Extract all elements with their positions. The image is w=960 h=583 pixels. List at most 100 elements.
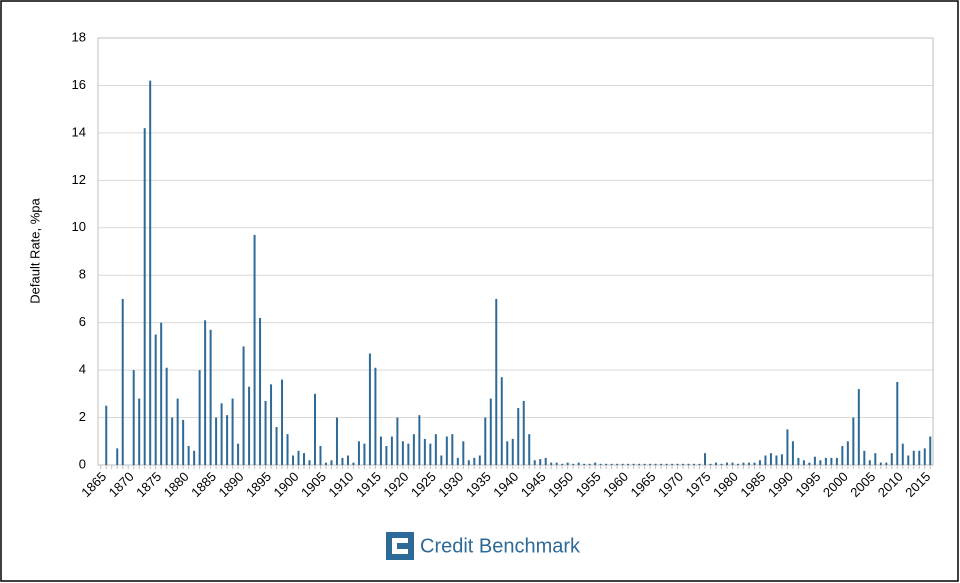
bar: [885, 462, 888, 465]
bar: [352, 462, 355, 465]
bar: [357, 441, 360, 465]
bar: [830, 457, 833, 465]
bar: [929, 436, 932, 465]
bar: [418, 415, 421, 465]
bar: [665, 463, 668, 465]
bar: [561, 463, 564, 465]
bar: [313, 393, 316, 465]
bar: [890, 453, 893, 465]
y-axis-label: Default Rate, %pa: [27, 197, 42, 303]
bar: [780, 454, 783, 465]
y-tick-label: 8: [79, 267, 86, 282]
bar: [242, 346, 245, 465]
bar: [489, 398, 492, 465]
bar: [594, 462, 597, 465]
bar: [511, 438, 514, 465]
bar: [319, 446, 322, 465]
plot-border: [97, 37, 934, 466]
bar: [632, 463, 635, 465]
bar: [237, 443, 240, 465]
bar: [297, 450, 300, 465]
bar: [517, 408, 520, 465]
bar: [363, 443, 366, 465]
bar: [588, 463, 591, 465]
bar: [583, 463, 586, 465]
bar: [797, 457, 800, 465]
bar: [275, 427, 278, 465]
bar: [198, 370, 201, 465]
bar: [863, 450, 866, 465]
bar: [324, 462, 327, 465]
bar: [412, 434, 415, 465]
bar: [270, 384, 273, 465]
bar: [451, 434, 454, 465]
bar: [281, 379, 284, 465]
bar: [160, 322, 163, 465]
bar: [308, 460, 311, 465]
bar: [775, 455, 778, 465]
bar: [802, 460, 805, 465]
bar: [758, 460, 761, 465]
bar: [704, 453, 707, 465]
bar: [116, 448, 119, 465]
bar: [671, 463, 674, 465]
bar: [390, 436, 393, 465]
bar: [154, 334, 157, 465]
bar: [423, 438, 426, 465]
bar: [725, 462, 728, 465]
bar: [396, 417, 399, 465]
logo-glyph: [392, 538, 408, 554]
bar: [742, 462, 745, 465]
bar: [385, 446, 388, 465]
bar: [835, 457, 838, 465]
bar: [715, 462, 718, 465]
bar: [209, 329, 212, 465]
bar: [138, 398, 141, 465]
bar: [264, 400, 267, 465]
bar: [638, 463, 641, 465]
bar: [215, 417, 218, 465]
bar: [736, 463, 739, 465]
bar: [769, 453, 772, 465]
bar: [149, 80, 152, 465]
bar: [259, 317, 262, 465]
bar: [462, 441, 465, 465]
bar: [528, 434, 531, 465]
bar: [407, 443, 410, 465]
bar: [401, 441, 404, 465]
bar: [852, 417, 855, 465]
logo-icon: [386, 532, 414, 560]
bar: [610, 463, 613, 465]
bar: [226, 415, 229, 465]
bar: [165, 367, 168, 465]
bar: [303, 453, 306, 465]
bar: [912, 450, 915, 465]
bar: [824, 457, 827, 465]
bar: [434, 434, 437, 465]
bar: [346, 455, 349, 465]
y-tick-label: 6: [79, 314, 86, 329]
bar: [879, 462, 882, 465]
bar: [171, 417, 174, 465]
bar: [105, 405, 108, 465]
bar: [599, 463, 602, 465]
bar: [374, 367, 377, 465]
bar: [456, 457, 459, 465]
bar: [429, 443, 432, 465]
bar: [143, 128, 146, 465]
y-tick-label: 18: [72, 29, 86, 44]
bar: [643, 463, 646, 465]
bar: [478, 455, 481, 465]
bar: [335, 417, 338, 465]
bar: [121, 298, 124, 465]
bar: [841, 446, 844, 465]
bar: [506, 441, 509, 465]
bar: [204, 320, 207, 465]
bar: [484, 417, 487, 465]
bar: [341, 457, 344, 465]
bar: [654, 463, 657, 465]
bar: [649, 463, 652, 465]
y-tick-label: 4: [79, 362, 86, 377]
